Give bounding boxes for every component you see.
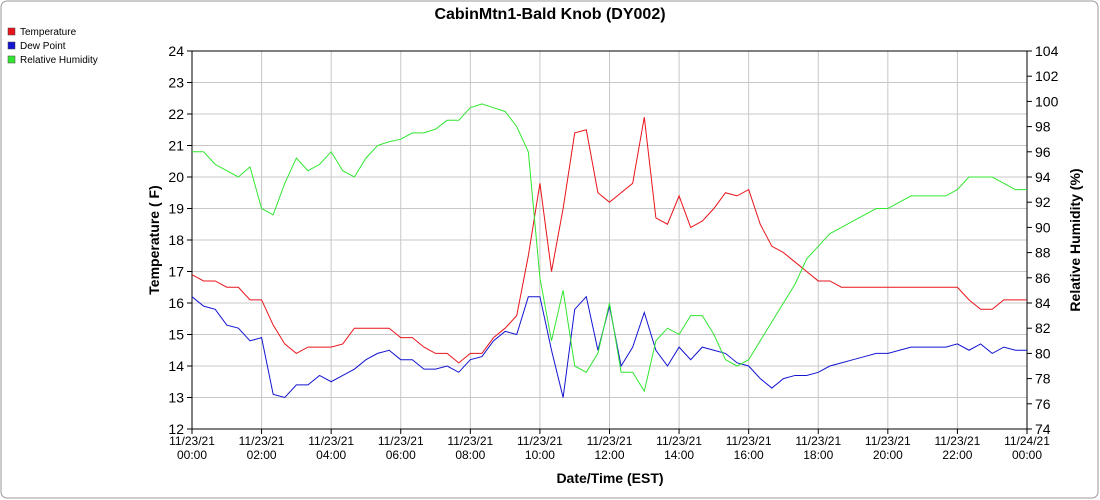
x-tick-label: 11/23/21 10:00: [517, 434, 563, 462]
y-tick-label: 22: [168, 106, 184, 122]
y2-tick-label: 90: [1035, 219, 1051, 235]
y-tick-label: 15: [168, 327, 184, 343]
y2-tick-label: 84: [1035, 295, 1051, 311]
x-tick-label: 11/23/21 08:00: [447, 434, 493, 462]
x-tick-label: 11/23/21 02:00: [239, 434, 285, 462]
y2-tick-label: 92: [1035, 194, 1051, 210]
y2-tick-label: 102: [1035, 68, 1059, 84]
x-tick-label: 11/23/21 04:00: [308, 434, 354, 462]
y2-tick-label: 86: [1035, 270, 1051, 286]
x-tick-label: 11/23/21 22:00: [935, 434, 981, 462]
legend-swatch: [7, 41, 16, 50]
y2-tick-label: 104: [1035, 43, 1059, 59]
y-tick-label: 23: [168, 75, 184, 91]
y-axis-label: Temperature ( F): [146, 185, 162, 294]
x-axis-label: Date/Time (EST): [556, 470, 663, 486]
y-tick-label: 24: [168, 43, 184, 59]
legend-label: Relative Humidity: [20, 55, 98, 66]
y2-tick-label: 76: [1035, 396, 1051, 412]
x-tick-label: 11/23/21 14:00: [656, 434, 702, 462]
y2-tick-label: 94: [1035, 169, 1051, 185]
y2-tick-label: 96: [1035, 144, 1051, 160]
y2-tick-label: 98: [1035, 119, 1051, 135]
y-tick-label: 17: [168, 264, 184, 280]
y-tick-label: 19: [168, 201, 184, 217]
y-tick-label: 20: [168, 169, 184, 185]
chart-title: CabinMtn1-Bald Knob (DY002): [434, 6, 665, 23]
x-tick-label: 11/23/21 18:00: [795, 434, 841, 462]
legend-label: Dew Point: [20, 41, 66, 52]
y-tick-label: 14: [168, 358, 184, 374]
y2-tick-label: 88: [1035, 245, 1051, 261]
x-tick-label: 11/23/21 12:00: [587, 434, 633, 462]
series-line: [191, 117, 1027, 364]
legend-swatch: [7, 27, 16, 36]
y2-axis-label: Relative Humidity (%): [1067, 168, 1083, 311]
y-tick-label: 16: [168, 295, 184, 311]
plot-area: [191, 50, 1028, 430]
x-tick-label: 11/23/21 20:00: [865, 434, 911, 462]
series-line: [191, 295, 1027, 399]
legend-swatch: [7, 55, 16, 64]
x-tick-label: 11/24/21 00:00: [1004, 434, 1050, 462]
y-tick-label: 21: [168, 138, 184, 154]
x-tick-label: 11/23/21 06:00: [378, 434, 424, 462]
x-tick-label: 11/23/21 16:00: [726, 434, 772, 462]
x-tick-label: 11/23/21 00:00: [169, 434, 215, 462]
y-tick-label: 18: [168, 232, 184, 248]
y2-tick-label: 82: [1035, 320, 1051, 336]
legend-label: Temperature: [20, 27, 77, 38]
y-tick-label: 12: [168, 421, 184, 437]
y2-tick-label: 80: [1035, 345, 1051, 361]
y2-tick-label: 78: [1035, 371, 1051, 387]
series-line: [192, 103, 1027, 393]
y2-tick-label: 100: [1035, 93, 1059, 109]
y2-tick-label: 74: [1035, 421, 1051, 437]
y-tick-label: 13: [168, 390, 184, 406]
